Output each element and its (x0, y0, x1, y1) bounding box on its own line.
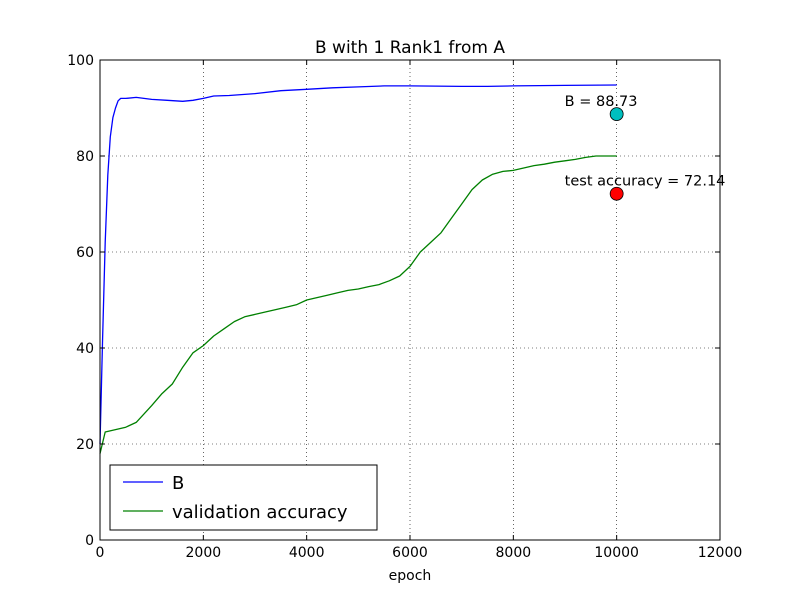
data-series (99, 84, 617, 454)
y-tick-label: 100 (67, 53, 94, 69)
x-tick-label: 8000 (496, 545, 532, 561)
annotation-marker (609, 186, 624, 201)
series-line-b (99, 84, 617, 445)
legend-label-b: B (172, 473, 184, 494)
legend-label-validation-accuracy: validation accuracy (172, 502, 348, 523)
x-tick-label: 2000 (186, 545, 222, 561)
legend-box (109, 464, 378, 531)
chart-title: B with 1 Rank1 from A (315, 38, 505, 58)
legend: B validation accuracy (109, 464, 378, 531)
y-tick-label: 60 (76, 245, 94, 261)
x-tick-label: 0 (96, 545, 105, 561)
annotation-label: test accuracy = 72.14 (565, 174, 726, 190)
axis-ticks: 0 2000 4000 6000 8000 10000 12000 0 20 40 60 80 100 (67, 53, 742, 561)
series-line-validation-accuracy (99, 155, 617, 454)
annotation-label: B = 88.73 (565, 94, 638, 110)
annotations: B = 88.73 test accuracy = 72.14 (565, 94, 726, 201)
x-tick-label: 4000 (289, 545, 325, 561)
y-tick-label: 0 (85, 533, 94, 549)
y-tick-label: 80 (76, 149, 94, 165)
y-tick-label: 40 (76, 341, 94, 357)
x-tick-label: 6000 (392, 545, 428, 561)
x-tick-label: 10000 (594, 545, 639, 561)
y-tick-label: 20 (76, 437, 94, 453)
x-axis-label: epoch (389, 568, 432, 584)
annotation-marker (609, 107, 624, 121)
x-tick-label: 12000 (698, 545, 743, 561)
